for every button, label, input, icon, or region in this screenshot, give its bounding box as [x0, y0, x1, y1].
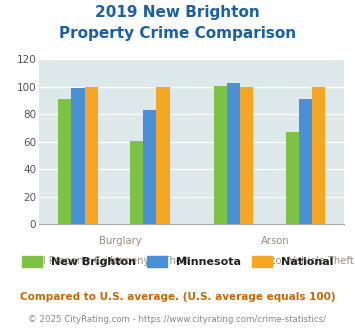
Text: © 2025 CityRating.com - https://www.cityrating.com/crime-statistics/: © 2025 CityRating.com - https://www.city…: [28, 315, 327, 324]
Bar: [143, 110, 157, 224]
Text: Burglary: Burglary: [99, 236, 141, 246]
Text: Motor Vehicle Theft: Motor Vehicle Theft: [257, 256, 354, 266]
Bar: [130, 141, 143, 224]
Bar: [227, 83, 240, 224]
Bar: [84, 87, 98, 224]
Text: Arson: Arson: [261, 236, 290, 246]
Text: Larceny & Theft: Larceny & Theft: [110, 256, 190, 266]
Text: 2019 New Brighton: 2019 New Brighton: [95, 5, 260, 20]
Text: Compared to U.S. average. (U.S. average equals 100): Compared to U.S. average. (U.S. average …: [20, 292, 335, 302]
Text: All Property Crime: All Property Crime: [33, 256, 123, 266]
Bar: [312, 87, 325, 224]
Bar: [71, 88, 84, 224]
Bar: [299, 99, 312, 224]
Bar: [157, 87, 170, 224]
Legend: New Brighton, Minnesota, National: New Brighton, Minnesota, National: [17, 251, 338, 271]
Bar: [240, 87, 253, 224]
Bar: [286, 132, 299, 224]
Bar: [214, 85, 227, 224]
Bar: [58, 99, 71, 224]
Text: Property Crime Comparison: Property Crime Comparison: [59, 26, 296, 41]
